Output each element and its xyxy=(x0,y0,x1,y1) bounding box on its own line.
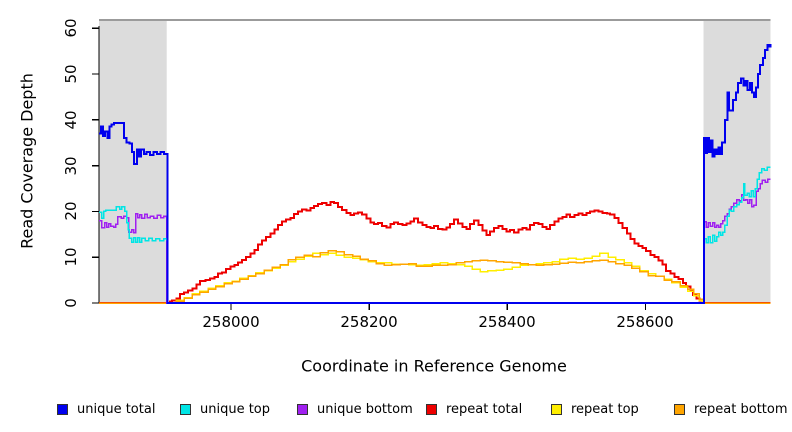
masked-region-left xyxy=(99,20,167,303)
y-tick-label: 0 xyxy=(62,298,80,308)
y-tick-label: 40 xyxy=(62,110,80,130)
x-tick-label: 258000 xyxy=(202,313,260,331)
y-axis-title: Read Coverage Depth xyxy=(17,73,37,249)
series-line-unique-bottom xyxy=(99,178,771,304)
series-line-repeat-bottom xyxy=(99,250,771,304)
series-line-unique-top xyxy=(99,166,771,304)
series-line-repeat-total xyxy=(99,201,771,304)
y-tick-label: 60 xyxy=(62,18,80,38)
masked-region-right xyxy=(703,20,771,303)
x-axis-title: Coordinate in Reference Genome xyxy=(301,356,567,376)
x-tick-label: 258200 xyxy=(340,313,398,331)
y-tick-label: 50 xyxy=(62,64,80,84)
y-tick-label: 20 xyxy=(62,201,80,221)
x-tick-label: 258400 xyxy=(478,313,536,331)
x-tick-label: 258600 xyxy=(616,313,674,331)
y-tick-label: 30 xyxy=(62,156,80,176)
y-tick-label: 10 xyxy=(62,247,80,267)
series-line-unique-total xyxy=(99,44,772,304)
